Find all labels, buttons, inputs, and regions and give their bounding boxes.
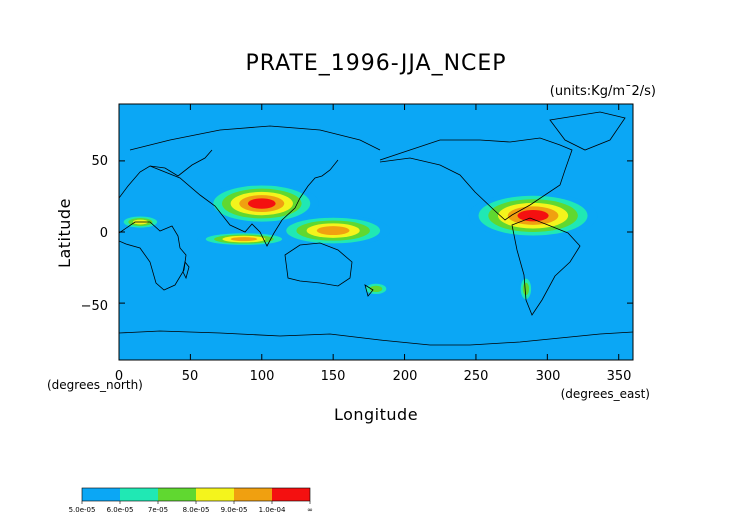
coastline-south-america — [511, 217, 581, 316]
precip-region-3-level-6 — [517, 209, 549, 222]
x-tick-label: 0 — [115, 369, 123, 384]
precipitation-field — [119, 182, 598, 304]
precip-region-2-level-5 — [230, 237, 258, 242]
x-tick-label: 250 — [464, 369, 489, 384]
x-tick-label: 150 — [321, 369, 346, 384]
x-tick-label: 100 — [250, 369, 275, 384]
coastline-antarctica — [119, 330, 633, 346]
colorbar-label: 6.0e-05 — [107, 506, 134, 514]
colorbar-label: 5.0e-05 — [69, 506, 96, 514]
coastline-new-zealand — [364, 284, 374, 297]
x-tick-label: 50 — [182, 369, 199, 384]
precip-region-1-level-5 — [316, 226, 350, 236]
colorbar-segment — [196, 488, 234, 501]
coastline-north-america — [379, 137, 573, 221]
y-tick-label: 50 — [91, 154, 108, 169]
colorbar-label: 8.0e-05 — [183, 506, 210, 514]
colorbar-segment — [82, 488, 120, 501]
coastline-australia — [284, 242, 353, 287]
coastline-europe — [119, 149, 213, 199]
colorbar-label: 7e-05 — [148, 506, 168, 514]
coastline-asia — [149, 159, 339, 247]
x-tick-label: 350 — [607, 369, 632, 384]
colorbar — [81, 487, 311, 504]
x-tick-label: 300 — [536, 369, 561, 384]
colorbar-segment — [158, 488, 196, 501]
units-label: (units:Kg/m¯2/s) — [550, 84, 656, 99]
precip-region-6-level-3 — [522, 282, 530, 296]
chart-title: PRATE_1996-JJA_NCEP — [245, 51, 506, 76]
y-axis-note: (degrees_north) — [47, 378, 143, 392]
precip-region-0-level-6 — [247, 198, 276, 209]
colorbar-label: 1.0e-04 — [259, 506, 286, 514]
coastline-greenland — [549, 111, 626, 151]
colorbar-segment — [234, 488, 272, 501]
y-tick-label: −50 — [81, 299, 108, 314]
y-axis-label: Latitude — [55, 198, 74, 268]
y-tick-label: 0 — [100, 226, 108, 241]
x-tick-label: 200 — [393, 369, 418, 384]
x-axis-label: Longitude — [334, 405, 418, 424]
coastlines — [119, 111, 633, 346]
coastline-arctic — [129, 125, 381, 151]
colorbar-label: ∞ — [307, 506, 313, 514]
coastline-madagascar — [182, 261, 190, 280]
x-axis-note: (degrees_east) — [561, 387, 650, 401]
colorbar-segment — [272, 488, 310, 501]
axis-ticks — [118, 104, 633, 360]
colorbar-label: 9.0e-05 — [221, 506, 248, 514]
colorbar-segment — [120, 488, 158, 501]
